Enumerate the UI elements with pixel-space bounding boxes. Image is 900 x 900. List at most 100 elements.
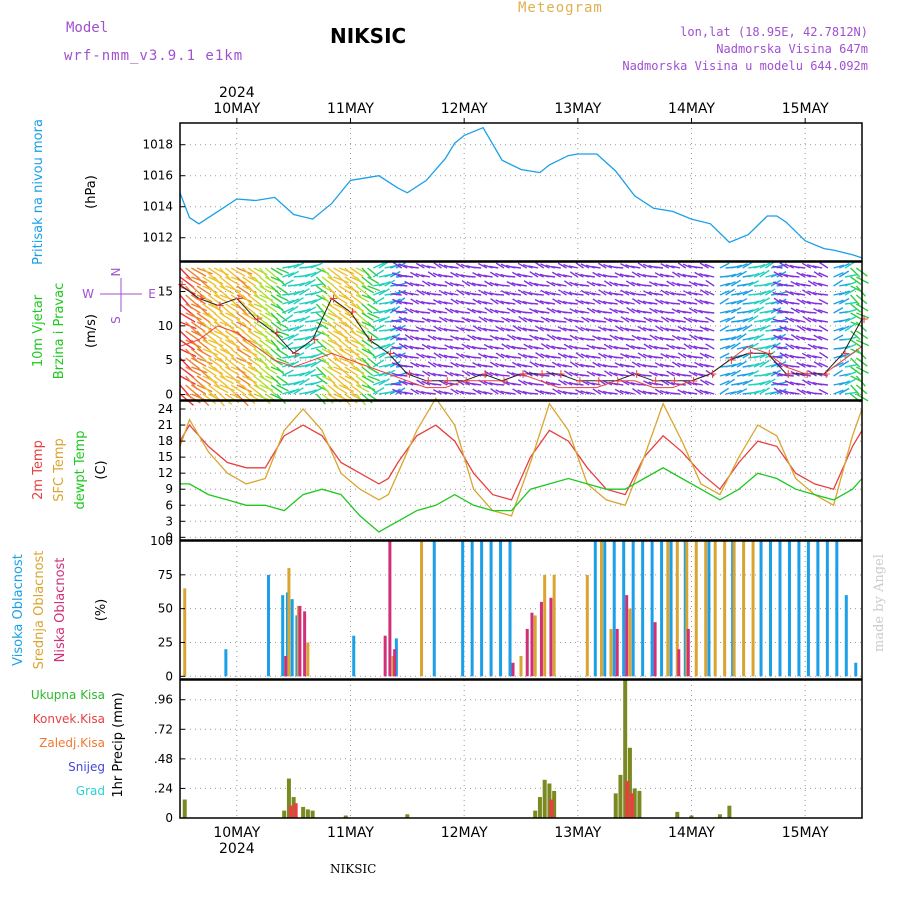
gust-point: + xyxy=(253,312,263,326)
wind-barb xyxy=(817,293,828,296)
wind-barb xyxy=(202,393,217,405)
wind-barb xyxy=(361,303,373,314)
wind-barb xyxy=(614,325,624,332)
clouds-bar xyxy=(816,541,820,677)
wind-barb xyxy=(693,308,704,314)
wind-barb xyxy=(833,307,844,314)
wind-barb xyxy=(281,279,294,287)
wind-barb xyxy=(742,261,753,269)
wind-barb xyxy=(736,388,748,395)
wind-barb xyxy=(575,388,584,395)
wind-barb xyxy=(789,365,800,368)
wind-barb xyxy=(403,381,414,386)
wind-barb xyxy=(242,303,256,315)
date-label-top: 13MAY xyxy=(554,101,601,117)
gust-point: + xyxy=(404,367,414,381)
wind-barb xyxy=(568,355,578,359)
y-tick-label: .24 xyxy=(154,781,173,795)
gust-point: + xyxy=(215,298,225,312)
precip-bar xyxy=(717,814,722,818)
compass-south: S xyxy=(109,316,123,324)
wind-barb xyxy=(236,276,250,289)
lonlat-label: lon,lat (18.95E, 42.7812N) xyxy=(680,25,868,39)
clouds-bar xyxy=(609,628,613,677)
y-tick-label: 10 xyxy=(158,319,173,333)
wind-barb xyxy=(719,352,730,359)
wind-barb xyxy=(299,280,311,287)
wind-barb xyxy=(495,262,505,269)
wind-barb xyxy=(772,265,783,269)
gust-point: + xyxy=(385,346,395,360)
wind-barb xyxy=(850,384,860,395)
wind-barb xyxy=(642,374,652,377)
wind-barb xyxy=(670,392,681,395)
wind-barb xyxy=(483,274,493,278)
wind-barb xyxy=(338,294,354,303)
wind-barb xyxy=(270,348,282,359)
wind-barb xyxy=(270,330,284,339)
wind-barb xyxy=(327,366,342,376)
gust-point: + xyxy=(670,374,680,388)
wind-barb xyxy=(725,371,736,377)
wind-barb xyxy=(501,316,510,323)
wind-barb xyxy=(310,352,323,359)
gust-point: + xyxy=(196,291,206,305)
precip-bar xyxy=(727,805,732,818)
wind-barb xyxy=(282,299,295,305)
wind-barb xyxy=(833,334,844,341)
wind-barb xyxy=(753,291,766,296)
wind-barb xyxy=(608,328,618,332)
wind-barb xyxy=(512,388,522,395)
wind-barb xyxy=(299,273,312,278)
wind-barb xyxy=(785,343,795,350)
wind-barb xyxy=(276,375,288,385)
wind-barb xyxy=(586,381,596,386)
wind-barb xyxy=(795,372,806,377)
wind-barb xyxy=(699,272,709,278)
wind-barb xyxy=(253,303,268,310)
wind-barb xyxy=(704,353,715,359)
wind-barb xyxy=(196,303,210,317)
wind-barb xyxy=(731,299,742,305)
wind-barb xyxy=(631,361,641,368)
wind-barb xyxy=(293,379,305,386)
wind-barb xyxy=(321,303,334,314)
wind-barb xyxy=(270,285,282,296)
wind-barb xyxy=(850,339,862,348)
wind-barb xyxy=(580,353,590,359)
clouds-bar xyxy=(622,541,626,677)
wind-barb xyxy=(630,355,641,359)
wind-barb xyxy=(190,375,205,388)
wind-barb xyxy=(505,391,516,395)
wind-barb xyxy=(699,325,709,332)
precip-bar xyxy=(629,793,634,818)
wind-barb xyxy=(426,355,436,359)
wind-barb xyxy=(625,380,635,386)
wind-barb xyxy=(557,362,567,368)
wind-barb xyxy=(575,352,584,359)
gust-point: + xyxy=(707,367,717,381)
wind-barb xyxy=(230,321,245,333)
wind-barb xyxy=(378,308,391,314)
wind-barb xyxy=(765,315,776,323)
wind-barb xyxy=(247,330,262,340)
y-tick-label: 24 xyxy=(158,402,173,416)
wind-barb xyxy=(344,357,357,370)
clouds-bar xyxy=(287,568,291,677)
wind-barb xyxy=(838,297,850,305)
wind-barb xyxy=(506,307,516,314)
wind-barb xyxy=(642,300,652,305)
wind-barb xyxy=(682,284,692,287)
y-tick-label: 1018 xyxy=(142,138,173,152)
wind-barb xyxy=(688,344,698,350)
wind-barb xyxy=(731,264,743,269)
wind-barb xyxy=(796,361,806,368)
gust-point: + xyxy=(840,346,850,360)
wind-barb xyxy=(636,383,647,386)
wind-barb xyxy=(517,379,528,386)
wind-barb xyxy=(449,292,459,296)
wind-barb xyxy=(540,316,550,323)
clouds-bar xyxy=(835,541,839,677)
wind-barb xyxy=(844,316,856,323)
